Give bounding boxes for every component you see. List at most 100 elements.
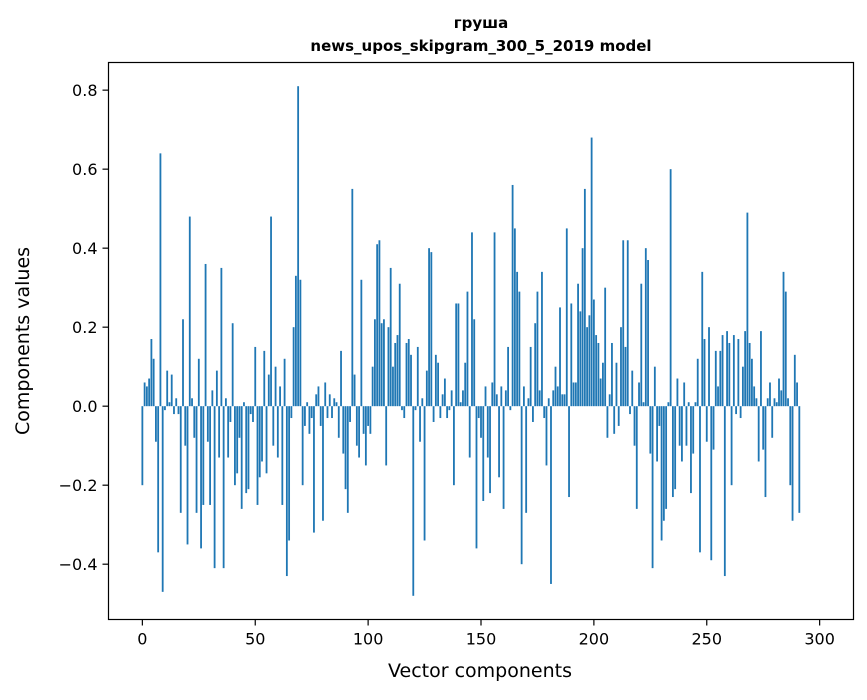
bar (656, 406, 658, 462)
bar (640, 283, 643, 407)
bar (145, 386, 148, 407)
bar (236, 406, 239, 474)
bar (401, 406, 403, 411)
bar (468, 406, 471, 458)
bar (430, 252, 433, 407)
bar (739, 406, 742, 419)
bar (360, 279, 363, 407)
bar (202, 406, 205, 505)
bar (215, 370, 218, 407)
bar (769, 382, 771, 407)
bar (240, 406, 243, 509)
bar (385, 406, 388, 466)
bar (308, 406, 311, 434)
bar (421, 398, 424, 407)
bar (434, 354, 437, 407)
bar (696, 358, 699, 407)
bar (635, 406, 638, 509)
bar (631, 370, 634, 407)
bar (362, 406, 365, 434)
bar (692, 406, 695, 454)
bar (574, 382, 577, 407)
bar (175, 398, 178, 407)
bar (613, 406, 616, 434)
bar (396, 335, 399, 407)
bar (423, 406, 426, 541)
bar (732, 335, 735, 407)
bar (432, 406, 435, 422)
bar (159, 153, 162, 407)
bar (701, 271, 704, 407)
y-tick-label: 0.0 (72, 397, 97, 416)
y-axis-label: Components values (12, 247, 34, 435)
bar (256, 406, 259, 505)
bar (509, 406, 512, 411)
bar (301, 406, 304, 486)
bar (292, 327, 295, 407)
bar (425, 370, 428, 407)
bar (143, 382, 146, 407)
bar (195, 406, 198, 513)
bar (757, 406, 760, 462)
bar (588, 315, 591, 407)
bar (534, 323, 537, 407)
bar (331, 406, 333, 419)
bar (495, 394, 498, 407)
bar (317, 386, 320, 407)
x-axis: 0 50 100 150 200 250 300 (137, 619, 835, 649)
bar (572, 382, 575, 407)
bar (416, 346, 419, 407)
x-tick-label: 250 (691, 630, 722, 649)
bar (258, 406, 261, 478)
bar (536, 291, 539, 407)
bar (484, 386, 487, 407)
bar (667, 402, 670, 407)
bar (290, 406, 293, 419)
bar (671, 406, 674, 498)
bar (561, 394, 564, 407)
bar (678, 406, 681, 446)
chart-title: груша (454, 14, 508, 32)
bar (353, 374, 356, 407)
bar (304, 406, 306, 426)
bar (161, 406, 164, 592)
bar (762, 406, 765, 450)
bar (265, 406, 268, 474)
x-tick-label: 200 (579, 630, 610, 649)
bar (633, 406, 636, 446)
bar (685, 406, 688, 446)
bar (608, 394, 611, 407)
bar (798, 406, 801, 513)
bar (279, 386, 281, 407)
bar (525, 406, 528, 513)
bar (367, 406, 370, 426)
y-tick-label: −0.4 (59, 555, 98, 574)
bar (705, 406, 708, 442)
bar (405, 342, 408, 407)
bar (398, 283, 401, 407)
bar (157, 406, 160, 553)
bar (450, 390, 453, 407)
bar (173, 406, 175, 415)
bar (647, 260, 649, 407)
bar (285, 406, 288, 577)
bar (437, 362, 440, 407)
bar (556, 386, 559, 407)
bar (529, 346, 532, 407)
bar (170, 374, 173, 407)
bar (723, 406, 726, 577)
x-tick-label: 300 (804, 630, 835, 649)
bar (148, 378, 151, 407)
bar (274, 366, 277, 407)
bar (543, 406, 546, 419)
bar (486, 406, 489, 458)
bar (155, 406, 157, 442)
bar (789, 406, 792, 486)
bar (355, 406, 358, 446)
bar (414, 406, 417, 411)
bar (245, 406, 248, 494)
bar (708, 327, 710, 407)
bar (751, 358, 753, 407)
bar (281, 406, 284, 505)
bar (299, 279, 302, 407)
